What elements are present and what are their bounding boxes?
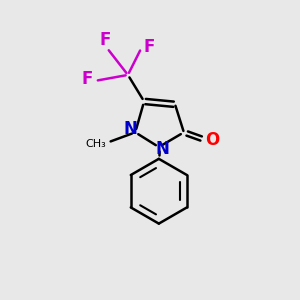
Text: F: F	[99, 31, 111, 49]
Text: O: O	[205, 131, 219, 149]
Text: N: N	[155, 140, 169, 158]
Text: N: N	[124, 120, 138, 138]
Text: F: F	[82, 70, 93, 88]
Text: F: F	[143, 38, 155, 56]
Text: CH₃: CH₃	[86, 139, 106, 149]
